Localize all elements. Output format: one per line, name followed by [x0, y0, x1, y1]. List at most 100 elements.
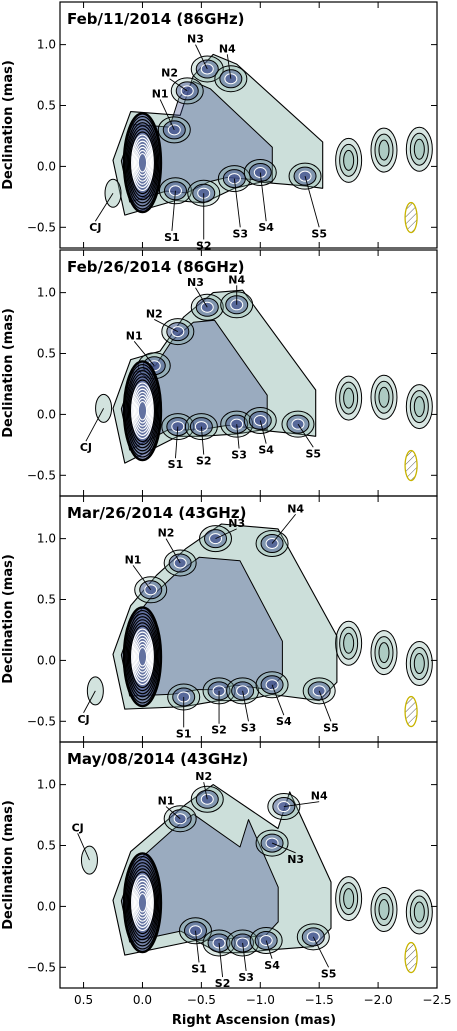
panel-title: Feb/11/2014 (86GHz): [67, 10, 245, 28]
label-leader-line: [304, 176, 320, 228]
label-leader-line: [297, 423, 314, 448]
y-tick-label: 1.0: [37, 532, 56, 546]
component-label-s1: S1: [168, 458, 184, 471]
label-leader-line: [236, 424, 240, 449]
panel-frame: [59, 741, 438, 989]
component-label-s5: S5: [306, 447, 322, 460]
label-leader-line: [318, 690, 332, 722]
core-contour: [125, 119, 160, 207]
core-contour: [132, 877, 153, 928]
panel-title: May/08/2014 (43GHz): [67, 750, 248, 768]
component-label-n3: N3: [228, 517, 245, 530]
core-contour: [137, 400, 148, 421]
core-contour: [124, 363, 161, 458]
component-label-n2: N2: [146, 307, 163, 320]
component-label-s2: S2: [211, 724, 227, 737]
label-leader-line: [259, 420, 267, 444]
component-label-s4: S4: [258, 444, 274, 457]
beam-ellipse: [404, 941, 418, 974]
core-contour: [127, 865, 158, 941]
core-contour: [124, 115, 161, 210]
contour-map: [104, 53, 433, 234]
component-label-n4: N4: [228, 273, 245, 286]
label-leader-line: [226, 54, 232, 79]
panel-3: CJ N1 N2 N3 N4 S1 S2 S3 S4 S5 −0.5 0.0 0.5 1.0 Mar/26/…: [1, 495, 438, 743]
jet-knot-contour: [339, 882, 359, 916]
core-contour: [131, 382, 154, 440]
core-contour: [127, 619, 158, 695]
label-leader-line: [159, 99, 175, 131]
jet-knot-contour: [413, 901, 425, 923]
label-leader-line: [233, 178, 241, 228]
core-contour: [132, 137, 153, 188]
y-tick-label: −0.5: [27, 714, 56, 728]
core-contour: [126, 370, 159, 452]
core-contour: [135, 640, 150, 673]
component-label-n3: N3: [187, 276, 204, 289]
core-contour: [134, 391, 151, 430]
y-tick-label: 0.5: [37, 347, 56, 361]
component-label-cj: CJ: [77, 713, 89, 726]
y-tick-label: 0.0: [37, 899, 56, 913]
core-contour: [126, 122, 159, 204]
jet-knot-contour: [374, 636, 394, 670]
core-contour: [135, 146, 150, 179]
x-tick-label: −1.0: [246, 993, 275, 1007]
label-leader-line: [133, 341, 155, 366]
core-contour: [124, 609, 161, 704]
y-tick-label: 0.5: [37, 839, 56, 853]
x-axis-title: Right Ascension (mas): [172, 1013, 336, 1028]
jet-knot-contour: [374, 893, 394, 927]
component-label-n2: N2: [158, 527, 175, 540]
component-label-s4: S4: [276, 715, 292, 728]
x-tick-label: −0.5: [187, 993, 216, 1007]
label-leader-line: [200, 426, 205, 455]
label-leader-line: [77, 833, 90, 861]
component-label-n1: N1: [152, 87, 169, 100]
x-tick-label: 0.0: [133, 993, 152, 1007]
core-contour: [129, 131, 155, 195]
component-label-s5: S5: [311, 227, 327, 240]
core-contour: [137, 892, 148, 913]
y-tick-label: −0.5: [27, 220, 56, 234]
panel-4: CJ N1 N2 N3 N4 S1 S2 S3 S4 S5 −0.5 0.0 0.5 1.0 May/08/…: [1, 741, 438, 990]
y-tick-label: −0.5: [27, 960, 56, 974]
core-contour: [131, 874, 154, 932]
jet-knot-contour: [413, 653, 425, 675]
label-leader-line: [283, 801, 320, 807]
jet-knot-contour: [343, 632, 355, 654]
core-contour: [126, 862, 159, 944]
core-contour: [134, 883, 151, 922]
label-leader-line: [215, 528, 237, 540]
core-contour: [128, 868, 157, 938]
label-leader-line: [154, 319, 179, 332]
label-leader-line: [165, 538, 181, 564]
core-contour: [129, 379, 155, 443]
beam-ellipse: [404, 201, 418, 234]
label-leader-line: [203, 782, 208, 800]
component-label-n1: N1: [125, 553, 142, 566]
y-tick-label: 1.0: [37, 38, 56, 52]
core-contour: [127, 373, 158, 449]
core-contour: [135, 394, 150, 427]
component-label-cj: CJ: [89, 221, 101, 234]
label-leader-line: [85, 408, 104, 442]
component-label-cj: CJ: [72, 821, 84, 834]
y-tick-label: 0.0: [37, 407, 56, 421]
label-leader-line: [171, 190, 176, 231]
jet-knot-contour: [374, 133, 394, 167]
core-contour: [134, 143, 151, 182]
y-tick-label: 1.0: [37, 286, 56, 300]
label-leader-line: [195, 287, 208, 308]
core-contour: [136, 889, 149, 916]
component-label-s1: S1: [191, 962, 207, 975]
core-contour: [129, 871, 155, 935]
core-contour: [125, 367, 160, 455]
panel-frame: [59, 1, 438, 249]
jet-knot-contour: [413, 138, 425, 160]
jet-knot-contour: [378, 139, 390, 161]
component-label-s2: S2: [196, 239, 212, 252]
beam-ellipse: [404, 449, 418, 482]
